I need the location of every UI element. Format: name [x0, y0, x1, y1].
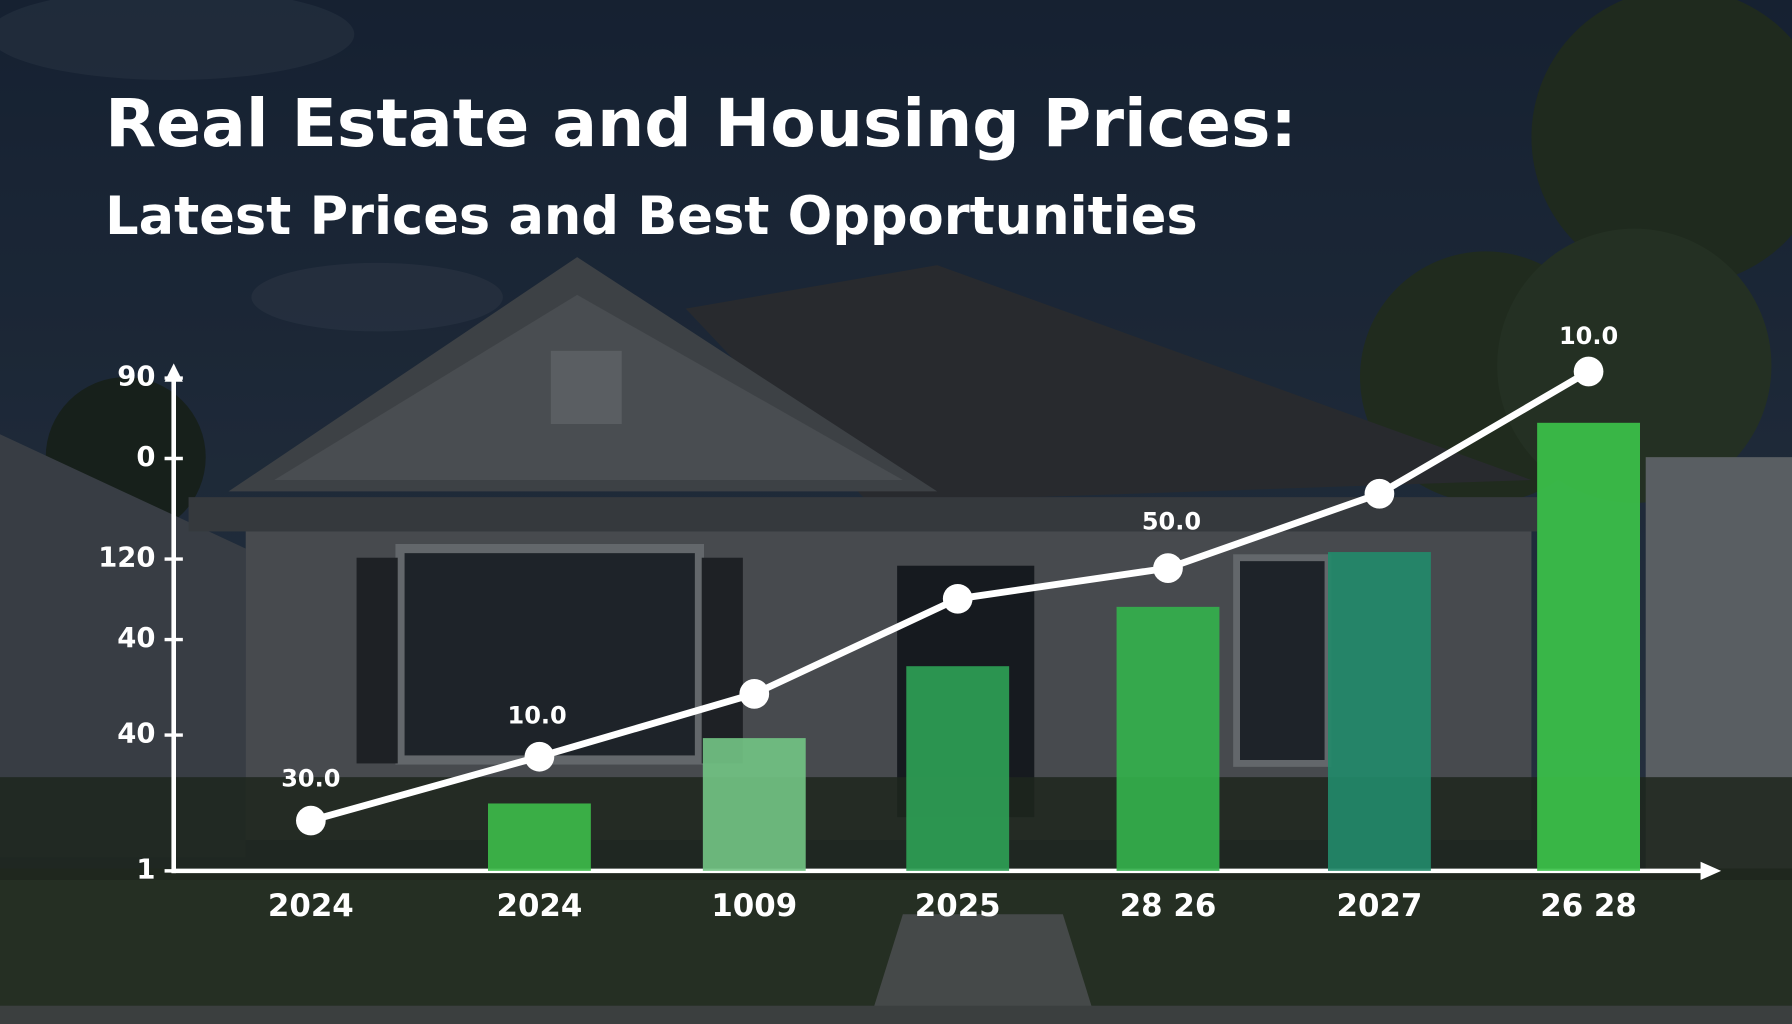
- y-tick-label: 0: [136, 442, 155, 473]
- bar: [906, 666, 1010, 871]
- x-tick-label: 2025: [915, 888, 1001, 924]
- line-marker: [1364, 478, 1395, 509]
- line-marker: [1573, 356, 1604, 387]
- y-tick-label: 40: [117, 623, 155, 654]
- line-marker: [739, 678, 770, 709]
- bar: [1537, 422, 1640, 871]
- bar: [1328, 552, 1431, 871]
- chart-subtitle: Latest Prices and Best Opportunities: [105, 186, 1198, 247]
- x-tick-label: 2024: [496, 888, 582, 924]
- chart-title: Real Estate and Housing Prices:: [105, 84, 1297, 162]
- line-marker: [1153, 553, 1183, 583]
- annotation: 10.0: [1559, 322, 1618, 350]
- annotation: 10.0: [508, 702, 567, 730]
- annotation: 30.0: [281, 764, 340, 792]
- x-tick-label: 2027: [1336, 888, 1422, 924]
- bar: [1116, 606, 1220, 871]
- bar: [702, 738, 806, 871]
- y-tick-label: 90: [117, 362, 155, 393]
- y-tick-label: 120: [98, 543, 155, 574]
- line-marker: [942, 583, 973, 614]
- x-tick-label: 2024: [268, 888, 354, 924]
- x-tick-label: 28 26: [1120, 888, 1217, 924]
- x-tick-label: 26 28: [1540, 888, 1637, 924]
- line-marker: [524, 741, 555, 772]
- x-tick-label: 1009: [711, 888, 797, 924]
- bar: [488, 803, 591, 871]
- y-tick-label: 40: [117, 719, 155, 750]
- line-marker: [296, 805, 326, 836]
- annotation: 50.0: [1142, 507, 1201, 535]
- y-tick-label: 1: [136, 854, 155, 885]
